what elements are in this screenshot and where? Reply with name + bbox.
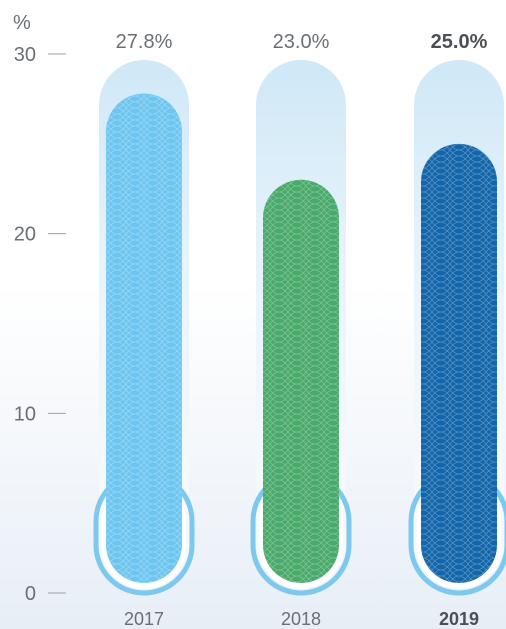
bar-mesh-overlay — [106, 93, 182, 583]
bar-2019 — [408, 60, 506, 596]
category-label: 2017 — [124, 609, 164, 629]
category-label: 2018 — [281, 609, 321, 629]
y-tick-label: 20 — [14, 224, 36, 246]
value-labels: 27.8% 23.0% 25.0% — [116, 31, 488, 53]
y-axis-unit-label: % — [13, 12, 31, 34]
bar-2017 — [93, 60, 195, 596]
y-tick-label: 0 — [25, 583, 36, 605]
y-tick-label: 30 — [14, 44, 36, 66]
bar-2018 — [250, 60, 352, 596]
value-label: 25.0% — [431, 31, 488, 53]
value-label: 27.8% — [116, 31, 173, 53]
bars — [93, 60, 506, 596]
bar-mesh-overlay — [263, 179, 339, 583]
y-tick-label: 10 — [14, 403, 36, 425]
y-axis: 0 10 20 30 — [14, 44, 66, 605]
bar-mesh-overlay — [421, 143, 497, 584]
category-label: 2019 — [439, 609, 479, 629]
x-axis: 2017 2018 2019 — [124, 609, 479, 629]
value-label: 23.0% — [273, 31, 330, 53]
